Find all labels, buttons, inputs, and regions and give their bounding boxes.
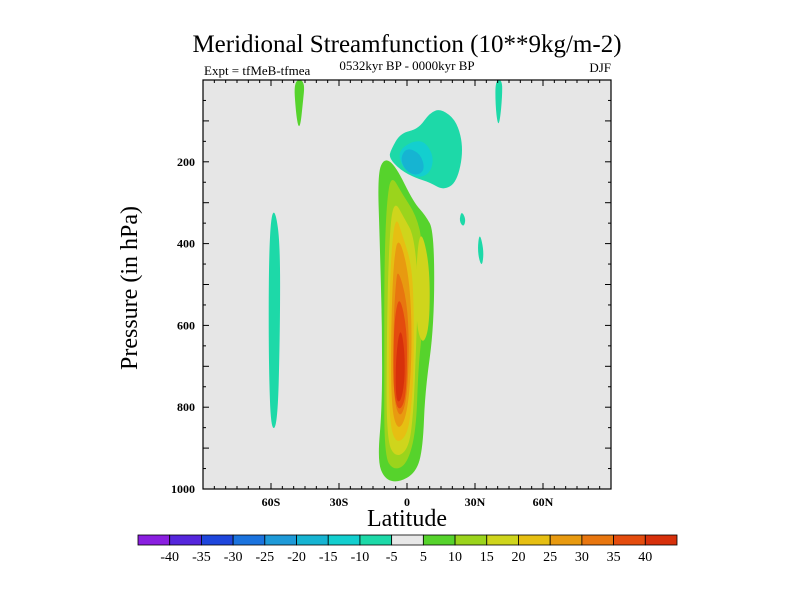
colorbar-swatch (422, 534, 456, 546)
y-tick-label: 600 (177, 318, 195, 332)
colorbar-label: -15 (319, 550, 338, 565)
contour-regions (268, 80, 503, 482)
colorbar-label: 10 (448, 550, 462, 565)
contour-north-top-negative (495, 80, 503, 124)
season-label: DJF (589, 60, 611, 75)
contour-northern-tiny-negative (459, 213, 466, 226)
contour-positive-15-east (416, 236, 430, 341)
experiment-label: Expt = tfMeB-tfmea (204, 63, 310, 78)
colorbar-swatch (549, 534, 583, 546)
x-tick-label: 60N (533, 495, 554, 509)
colorbar-swatch (327, 534, 361, 546)
contour-tropical-negative-15 (401, 149, 424, 175)
y-tick-label: 1000 (171, 482, 195, 496)
colorbar-swatch (296, 534, 329, 546)
x-tick-label: 0 (404, 495, 410, 509)
colorbar-swatch (137, 534, 171, 546)
contour-positive-40 (395, 332, 405, 402)
y-axis-label: Pressure (in hPa) (117, 206, 143, 370)
period-label: 0532kyr BP - 0000kyr BP (339, 58, 474, 73)
y-tick-label: 400 (177, 237, 195, 251)
x-tick-label: 30N (465, 495, 486, 509)
y-tick-label: 800 (177, 400, 195, 414)
colorbar-swatch (232, 534, 266, 546)
contour-northern-small-negative (478, 236, 484, 265)
colorbar-label: 30 (575, 550, 589, 565)
colorbar-label: -10 (351, 550, 370, 565)
colorbar-swatch (359, 534, 393, 546)
colorbar-swatch (454, 534, 488, 546)
contour-southern-midlat-negative (268, 212, 281, 429)
colorbar-label: -30 (224, 550, 243, 565)
colorbar-label: -35 (192, 550, 211, 565)
colorbar-label: -20 (287, 550, 306, 565)
chart-title: Meridional Streamfunction (10**9kg/m-2) (192, 31, 621, 58)
y-axis-ticks: 200 400 600 800 1000 (171, 79, 611, 496)
colorbar-swatch (264, 534, 297, 546)
contour-south-top-positive (294, 80, 305, 127)
colorbar-swatch (201, 534, 234, 546)
colorbar-swatch (486, 534, 519, 546)
plot-area: 60S 30S 0 30N 60N 200 400 600 800 1000 (171, 79, 612, 509)
x-axis-ticks: 60S 30S 0 30N 60N (202, 80, 612, 509)
colorbar-label: 5 (420, 550, 427, 565)
y-tick-label: 200 (177, 155, 195, 169)
colorbar-label: 15 (480, 550, 494, 565)
colorbar-label: -40 (160, 550, 179, 565)
colorbar-swatch (613, 534, 646, 546)
colorbar: -40 -35 -30 -25 -20 -15 -10 -5 5 10 15 20 25 30 35 40 (137, 534, 678, 565)
colorbar-label: 40 (638, 550, 652, 565)
colorbar-label: -25 (255, 550, 274, 565)
colorbar-swatch (169, 534, 202, 546)
colorbar-label: 25 (543, 550, 557, 565)
colorbar-label: -5 (386, 550, 398, 565)
colorbar-swatch (644, 534, 678, 546)
x-tick-label: 30S (330, 495, 349, 509)
colorbar-label: 35 (607, 550, 621, 565)
x-tick-label: 60S (262, 495, 281, 509)
colorbar-swatch (518, 534, 551, 546)
colorbar-swatch (391, 534, 424, 546)
colorbar-swatch (581, 534, 614, 546)
x-axis-label: Latitude (367, 506, 447, 532)
colorbar-label: 20 (511, 550, 525, 565)
